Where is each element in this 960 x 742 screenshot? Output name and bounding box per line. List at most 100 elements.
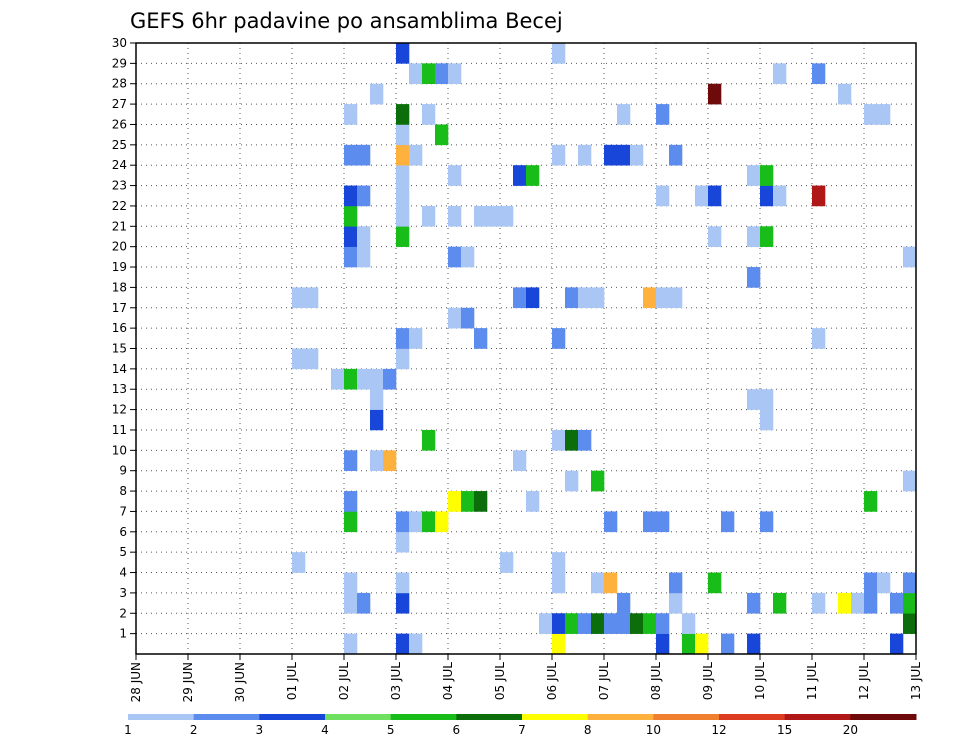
heatmap-cell bbox=[773, 592, 787, 614]
heatmap-cell bbox=[877, 104, 891, 125]
heatmap-cell bbox=[422, 511, 436, 533]
heatmap-cell bbox=[448, 307, 462, 329]
y-tick-label: 11 bbox=[112, 423, 127, 437]
x-tick-label: 05 JUL bbox=[493, 662, 507, 700]
heatmap-cell bbox=[331, 368, 345, 390]
heatmap-cell bbox=[396, 144, 410, 166]
heatmap-cell bbox=[877, 572, 891, 594]
heatmap-cell bbox=[617, 104, 631, 125]
legend-color-swatch bbox=[128, 714, 195, 720]
y-tick-label: 9 bbox=[119, 464, 127, 478]
heatmap-cell bbox=[552, 144, 566, 166]
heatmap-cell bbox=[526, 491, 540, 512]
heatmap-cell bbox=[396, 592, 410, 614]
heatmap-cell bbox=[812, 592, 826, 614]
legend-color-swatch bbox=[390, 714, 457, 720]
x-tick-label: 03 JUL bbox=[389, 662, 403, 700]
heatmap-cell bbox=[812, 185, 826, 207]
y-tick-label: 24 bbox=[112, 158, 127, 172]
heatmap-cell bbox=[604, 511, 618, 533]
heatmap-cell bbox=[565, 429, 579, 451]
y-tick-label: 4 bbox=[119, 566, 127, 580]
heatmap-cell bbox=[552, 43, 566, 64]
heatmap-cell bbox=[513, 165, 527, 186]
heatmap-cell bbox=[656, 287, 670, 309]
legend-label: 1 bbox=[124, 723, 132, 737]
legend-color-swatch bbox=[587, 714, 654, 720]
heatmap-cell bbox=[344, 592, 358, 614]
heatmap-cell bbox=[292, 287, 306, 309]
y-tick-label: 13 bbox=[112, 382, 127, 396]
heatmap-cell bbox=[656, 104, 670, 125]
heatmap-cell bbox=[669, 144, 683, 166]
heatmap-cell bbox=[396, 124, 410, 146]
heatmap-cell bbox=[422, 104, 436, 125]
heatmap-cells bbox=[292, 43, 917, 655]
legend-label: 15 bbox=[777, 723, 792, 737]
heatmap-cell bbox=[344, 450, 358, 471]
heatmap-cell bbox=[721, 511, 735, 533]
x-tick-label: 13 JUL bbox=[909, 662, 923, 700]
heatmap-cell bbox=[396, 328, 410, 349]
heatmap-cell bbox=[656, 613, 670, 634]
heatmap-cell bbox=[604, 144, 618, 166]
heatmap-cell bbox=[370, 450, 384, 471]
heatmap-cell bbox=[617, 613, 631, 634]
heatmap-cell bbox=[539, 613, 553, 634]
heatmap-cell bbox=[448, 205, 462, 227]
heatmap-cell bbox=[474, 205, 488, 227]
heatmap-cell bbox=[760, 165, 774, 186]
heatmap-cell bbox=[357, 144, 371, 166]
y-tick-label: 19 bbox=[112, 260, 127, 274]
heatmap-cell bbox=[487, 205, 501, 227]
legend-label: 7 bbox=[518, 723, 526, 737]
heatmap-cell bbox=[435, 511, 449, 533]
heatmap-cell bbox=[903, 613, 917, 634]
heatmap-cell bbox=[305, 287, 319, 309]
legend-color-swatch bbox=[325, 714, 392, 720]
heatmap-cell bbox=[448, 491, 462, 512]
heatmap-cell bbox=[396, 205, 410, 227]
heatmap-cell bbox=[422, 63, 436, 85]
heatmap-cell bbox=[591, 470, 605, 492]
heatmap-cell bbox=[344, 144, 358, 166]
heatmap-cell bbox=[396, 226, 410, 247]
legend-label: 3 bbox=[256, 723, 264, 737]
heatmap-cell bbox=[396, 165, 410, 186]
heatmap-cell bbox=[552, 429, 566, 451]
chart-title: GEFS 6hr padavine po ansamblima Becej bbox=[130, 9, 563, 33]
heatmap-cell bbox=[500, 205, 514, 227]
heatmap-cell bbox=[578, 429, 592, 451]
heatmap-cell bbox=[552, 572, 566, 594]
heatmap-cell bbox=[461, 491, 475, 512]
y-tick-label: 27 bbox=[112, 97, 127, 111]
heatmap-cell bbox=[643, 613, 657, 634]
y-tick-label: 3 bbox=[119, 586, 127, 600]
y-tick-label: 30 bbox=[112, 36, 127, 50]
y-tick-label: 6 bbox=[119, 525, 127, 539]
heatmap-cell bbox=[747, 633, 761, 655]
heatmap-cell bbox=[656, 633, 670, 655]
heatmap-cell bbox=[708, 226, 722, 247]
x-tick-label: 28 JUN bbox=[129, 662, 143, 702]
heatmap-cell bbox=[552, 552, 566, 573]
heatmap-cell bbox=[591, 613, 605, 634]
heatmap-cell bbox=[903, 592, 917, 614]
heatmap-cell bbox=[812, 328, 826, 349]
legend-color-swatch bbox=[522, 714, 589, 720]
legend-color-swatch bbox=[456, 714, 523, 720]
y-tick-label: 17 bbox=[112, 301, 127, 315]
heatmap-cell bbox=[890, 633, 904, 655]
x-tick-label: 06 JUL bbox=[545, 662, 559, 700]
heatmap-cell bbox=[578, 287, 592, 309]
y-tick-label: 18 bbox=[112, 280, 127, 294]
heatmap-cell bbox=[344, 368, 358, 390]
legend-color-swatch bbox=[193, 714, 260, 720]
y-tick-label: 21 bbox=[112, 219, 127, 233]
heatmap-cell bbox=[708, 83, 722, 105]
heatmap-cell bbox=[409, 63, 423, 85]
heatmap-cell bbox=[591, 287, 605, 309]
legend-label: 12 bbox=[711, 723, 726, 737]
x-tick-label: 09 JUL bbox=[701, 662, 715, 700]
